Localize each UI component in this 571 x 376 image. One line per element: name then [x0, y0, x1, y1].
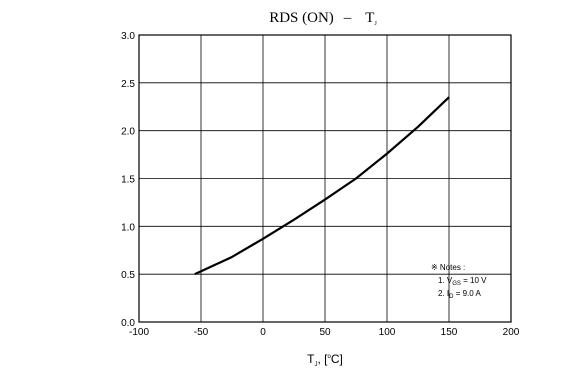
- plot-area: [138, 34, 512, 323]
- x-tick-label: 150: [441, 327, 458, 338]
- chart-title: RDS (ON) – TJ: [269, 10, 377, 27]
- y-tick-label: 0.5: [121, 270, 135, 281]
- tick-labels: -100 -50 0 50 100 150 200 0.0 0.5 1.0 1.5 2.0 2.5 3.0: [121, 31, 520, 338]
- grid-lines: [138, 34, 512, 323]
- notes-box: ※ Notes : 1. VGS = 10 V 2. ID = 9.0 A: [431, 263, 487, 300]
- x-tick-label: 200: [503, 327, 520, 338]
- series-group: [194, 96, 450, 276]
- x-axis-label: TJ, [oC]: [307, 352, 343, 368]
- y-tick-label: 2.5: [121, 79, 135, 90]
- x-tick-label: -50: [194, 327, 209, 338]
- notes-line-2: 2. ID = 9.0 A: [438, 289, 481, 300]
- y-tick-label: 1.0: [121, 222, 135, 233]
- x-tick-label: 0: [260, 327, 266, 338]
- notes-line-1: 1. VGS = 10 V: [438, 276, 487, 287]
- series-line: [194, 96, 450, 276]
- y-tick-label: 3.0: [121, 31, 135, 42]
- y-tick-label: 2.0: [121, 127, 135, 138]
- y-tick-label: 0.0: [121, 318, 135, 329]
- notes-heading: ※ Notes :: [431, 263, 465, 272]
- y-tick-label: 1.5: [121, 175, 135, 186]
- x-tick-label: -100: [129, 327, 149, 338]
- x-tick-label: 50: [319, 327, 331, 338]
- x-tick-label: 100: [379, 327, 396, 338]
